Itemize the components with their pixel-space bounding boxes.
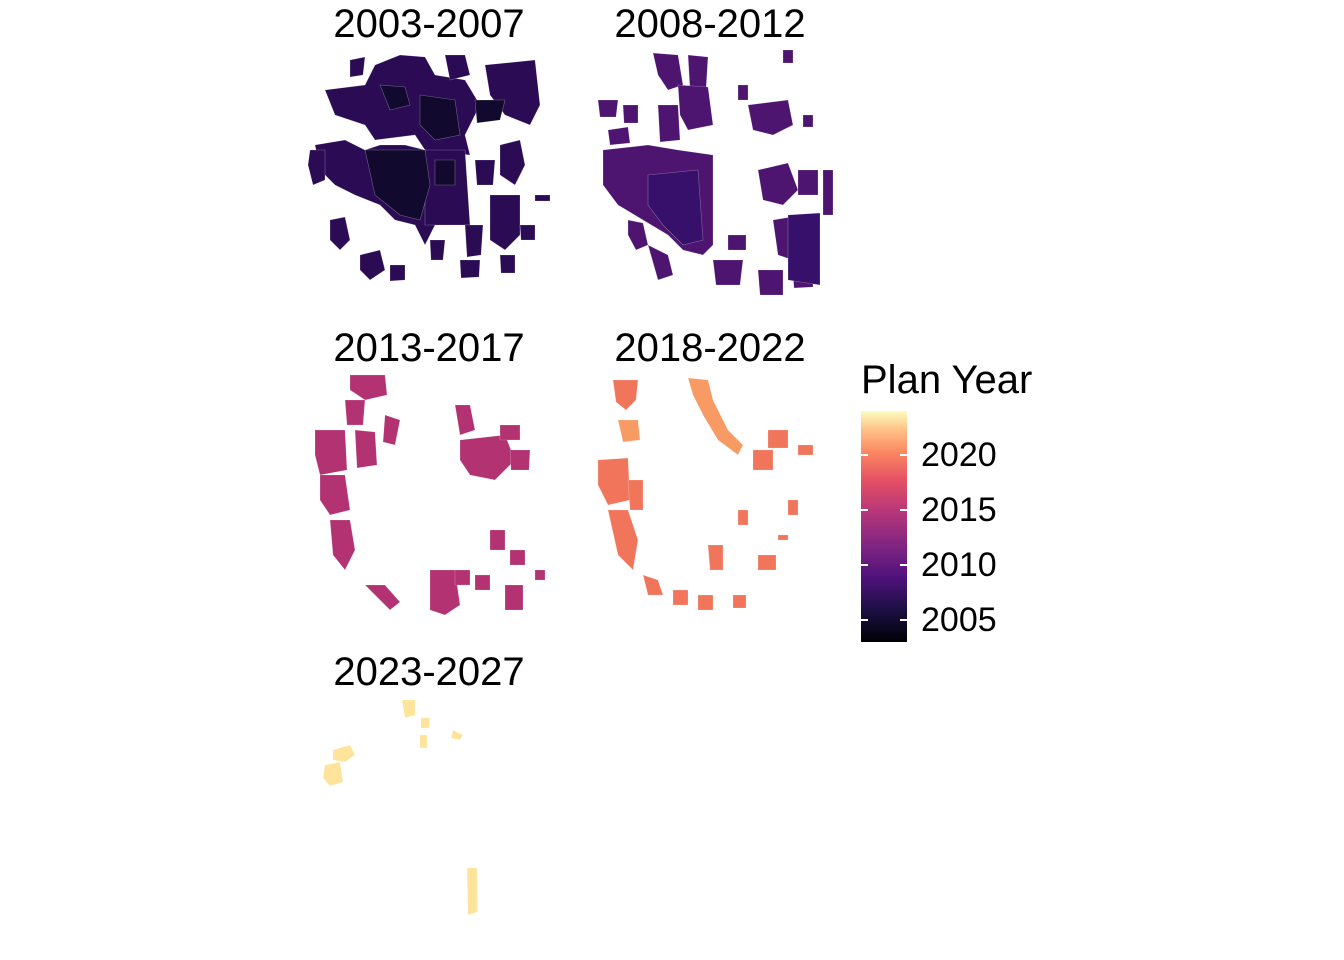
legend-tick-right bbox=[900, 454, 907, 456]
map-panel-2008-2012 bbox=[597, 49, 834, 296]
panel-title-4: 2018-2022 bbox=[614, 326, 806, 370]
county-regions-dark bbox=[364, 84, 506, 221]
county-regions bbox=[322, 699, 478, 916]
legend-colorbar bbox=[861, 411, 907, 642]
county-regions bbox=[597, 379, 814, 611]
county-regions-dark bbox=[647, 169, 821, 286]
map-panel-2013-2017 bbox=[314, 374, 546, 616]
legend-tick-label: 2020 bbox=[921, 436, 997, 474]
panel-title-5: 2023-2027 bbox=[333, 650, 525, 694]
legend-tick-left bbox=[861, 509, 868, 511]
county-regions-light bbox=[617, 377, 744, 456]
legend-tick-left bbox=[861, 619, 868, 621]
map-panel-2023-2027 bbox=[322, 699, 478, 916]
county-regions bbox=[314, 374, 546, 616]
legend-tick-left bbox=[861, 454, 868, 456]
legend-tick-label: 2010 bbox=[921, 546, 997, 584]
county-regions bbox=[307, 54, 551, 282]
map-panel-2003-2007 bbox=[307, 54, 551, 282]
legend-tick-right bbox=[900, 509, 907, 511]
legend-tick-right bbox=[900, 564, 907, 566]
panel-title-3: 2013-2017 bbox=[333, 326, 525, 370]
panel-title-1: 2003-2007 bbox=[333, 2, 525, 46]
panel-title-2: 2008-2012 bbox=[614, 2, 806, 46]
legend-tick-left bbox=[861, 564, 868, 566]
map-panel-2018-2022 bbox=[597, 377, 814, 611]
legend-title: Plan Year bbox=[861, 358, 1033, 402]
legend-tick-label: 2005 bbox=[921, 601, 997, 639]
legend-tick-label: 2015 bbox=[921, 491, 997, 529]
legend-tick-right bbox=[900, 619, 907, 621]
